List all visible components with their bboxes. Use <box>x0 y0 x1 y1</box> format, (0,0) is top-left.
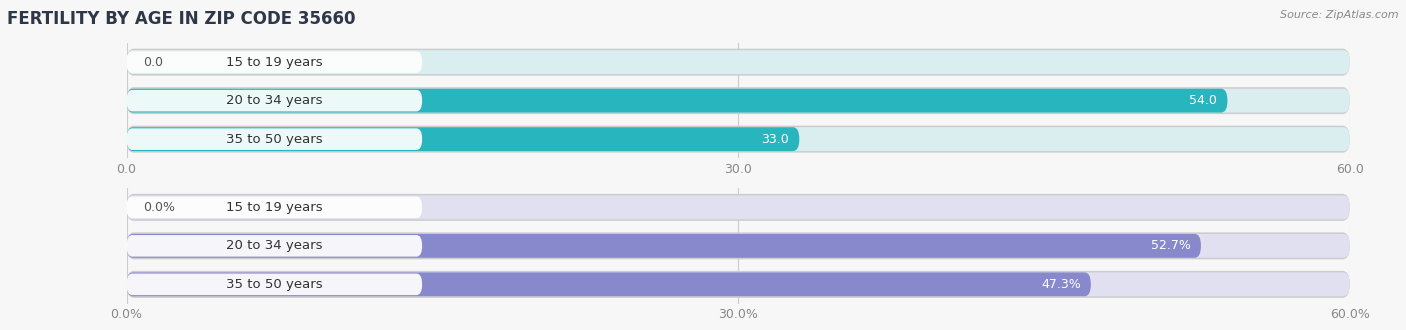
Text: 54.0: 54.0 <box>1189 94 1218 107</box>
Text: 0.0: 0.0 <box>143 56 163 69</box>
FancyBboxPatch shape <box>127 51 422 73</box>
Text: 33.0: 33.0 <box>762 133 789 146</box>
Text: 20 to 34 years: 20 to 34 years <box>226 94 322 107</box>
FancyBboxPatch shape <box>127 87 1350 114</box>
FancyBboxPatch shape <box>127 274 422 295</box>
FancyBboxPatch shape <box>127 89 1227 113</box>
FancyBboxPatch shape <box>127 90 422 112</box>
FancyBboxPatch shape <box>127 49 1350 76</box>
FancyBboxPatch shape <box>127 235 422 257</box>
FancyBboxPatch shape <box>127 194 1350 221</box>
FancyBboxPatch shape <box>127 195 1350 219</box>
FancyBboxPatch shape <box>127 127 1350 151</box>
FancyBboxPatch shape <box>127 128 422 150</box>
Text: 20 to 34 years: 20 to 34 years <box>226 239 322 252</box>
FancyBboxPatch shape <box>127 234 1201 258</box>
Text: 15 to 19 years: 15 to 19 years <box>226 56 322 69</box>
FancyBboxPatch shape <box>127 197 422 218</box>
Text: 35 to 50 years: 35 to 50 years <box>226 278 322 291</box>
Text: Source: ZipAtlas.com: Source: ZipAtlas.com <box>1281 10 1399 20</box>
FancyBboxPatch shape <box>127 232 1350 259</box>
Text: 35 to 50 years: 35 to 50 years <box>226 133 322 146</box>
Text: 52.7%: 52.7% <box>1152 239 1191 252</box>
FancyBboxPatch shape <box>127 50 1350 74</box>
FancyBboxPatch shape <box>127 273 1091 296</box>
FancyBboxPatch shape <box>127 234 1350 258</box>
FancyBboxPatch shape <box>127 126 1350 152</box>
FancyBboxPatch shape <box>127 127 799 151</box>
FancyBboxPatch shape <box>127 89 1350 113</box>
Text: FERTILITY BY AGE IN ZIP CODE 35660: FERTILITY BY AGE IN ZIP CODE 35660 <box>7 10 356 28</box>
Text: 47.3%: 47.3% <box>1040 278 1081 291</box>
FancyBboxPatch shape <box>127 273 1350 296</box>
Text: 15 to 19 years: 15 to 19 years <box>226 201 322 214</box>
Text: 0.0%: 0.0% <box>143 201 174 214</box>
FancyBboxPatch shape <box>127 271 1350 298</box>
